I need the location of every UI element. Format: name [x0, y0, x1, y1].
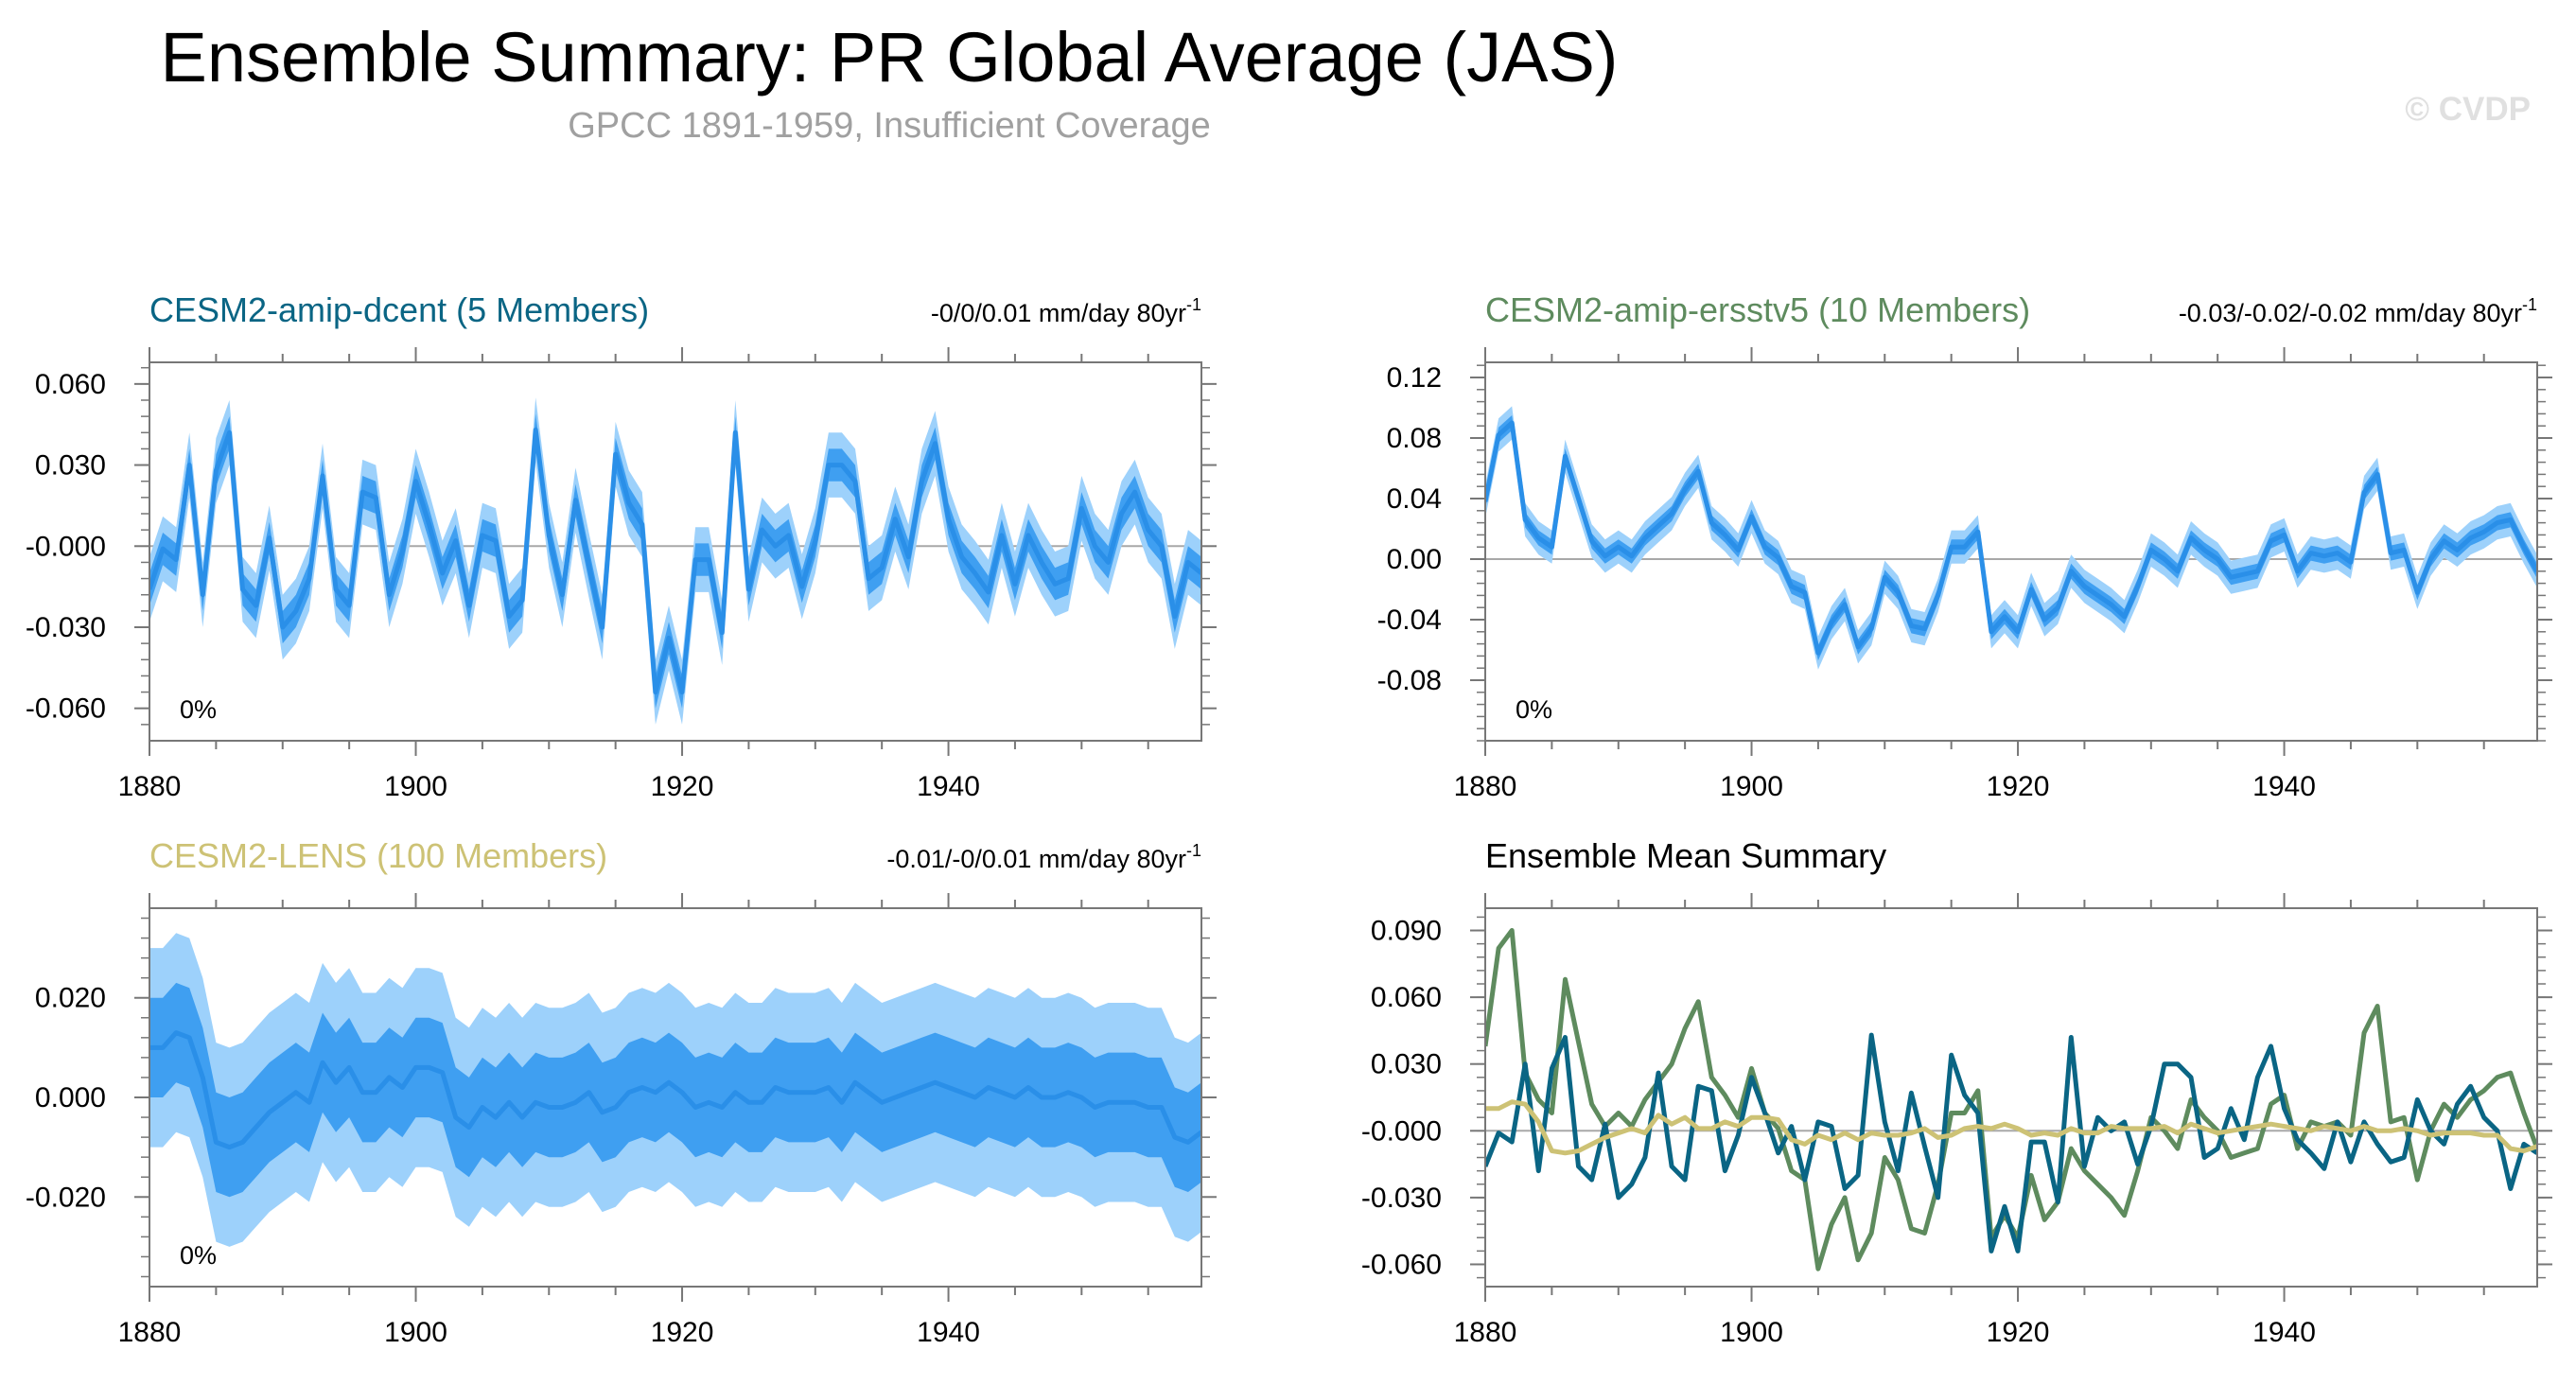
panel-summary: Ensemble Mean Summary 1880 1900 1920 1940 0.0…: [1361, 836, 2552, 1348]
y-tick-label: -0.000: [26, 531, 106, 562]
plot-area-lens: [149, 933, 1201, 1247]
x-tick-label: 1880: [118, 771, 182, 802]
trend-exponent: -1: [2522, 295, 2537, 314]
y-tick-label: -0.020: [26, 1182, 106, 1213]
y-tick-label: -0.000: [1361, 1115, 1442, 1147]
series-line-ersstv5: [1485, 928, 2537, 1271]
x-tick-label: 1940: [2252, 771, 2316, 802]
panel-title-dcent: CESM2-amip-dcent (5 Members): [149, 290, 649, 329]
spread-band-outer: [149, 397, 1201, 725]
percent-label: 0%: [1516, 695, 1552, 724]
plot-area-ersstv5: [1485, 406, 2537, 670]
x-tick-label: 1900: [1720, 1317, 1783, 1348]
percent-label: 0%: [180, 1241, 217, 1270]
x-tick-label: 1920: [651, 1317, 714, 1348]
x-tick-label: 1940: [917, 771, 980, 802]
x-tick-label: 1940: [917, 1317, 980, 1348]
panel-ersstv5: CESM2-amip-ersstv5 (10 Members) -0.03/-0.…: [1377, 290, 2552, 802]
panel-trend-lens: -0.01/-0/0.01 mm/day 80yr-1: [886, 841, 1201, 873]
x-tick-label: 1900: [1720, 771, 1783, 802]
series-line-lens: [1485, 1099, 2537, 1156]
y-tick-label: 0.020: [35, 983, 106, 1014]
y-tick-label: 0.060: [35, 369, 106, 400]
plot-frame: [149, 361, 1202, 742]
y-tick-label: -0.030: [1361, 1183, 1442, 1214]
x-tick-label: 1880: [1454, 771, 1517, 802]
percent-label: 0%: [180, 695, 217, 724]
y-tick-label: -0.04: [1377, 605, 1442, 636]
page-title: Ensemble Summary: PR Global Average (JAS…: [160, 18, 1619, 96]
y-tick-label: 0.04: [1387, 483, 1442, 515]
x-tick-label: 1900: [384, 1317, 447, 1348]
panel-trend-ersstv5: -0.03/-0.02/-0.02 mm/day 80yr-1: [2179, 295, 2537, 327]
watermark: © CVDP: [2405, 91, 2531, 128]
trend-exponent: -1: [1186, 295, 1201, 314]
y-tick-label: -0.030: [26, 612, 106, 643]
x-tick-label: 1900: [384, 771, 447, 802]
y-tick-label: 0.08: [1387, 423, 1442, 454]
y-tick-label: 0.000: [35, 1082, 106, 1113]
x-tick-label: 1920: [1987, 1317, 2050, 1348]
x-tick-label: 1920: [1987, 771, 2050, 802]
ensemble-mean-line: [1485, 420, 2537, 656]
ensemble-mean-line: [149, 427, 1201, 695]
x-tick-label: 1940: [2252, 1317, 2316, 1348]
plot-area-dcent: [149, 397, 1201, 725]
plot-frame: [1484, 907, 2538, 1288]
y-tick-label: 0.12: [1387, 362, 1442, 394]
panel-title-summary: Ensemble Mean Summary: [1485, 836, 1886, 875]
panel-dcent: CESM2-amip-dcent (5 Members) -0/0/0.01 mm…: [26, 290, 1217, 802]
panel-title-ersstv5: CESM2-amip-ersstv5 (10 Members): [1485, 290, 2030, 329]
plot-area-summary: [1485, 928, 2537, 1271]
y-tick-label: -0.060: [26, 693, 106, 725]
trend-exponent: -1: [1186, 841, 1201, 860]
panel-title-lens: CESM2-LENS (100 Members): [149, 836, 607, 875]
ensemble-mean-line: [149, 1030, 1201, 1150]
x-tick-label: 1880: [118, 1317, 182, 1348]
y-tick-label: 0.090: [1371, 916, 1442, 947]
panel-trend-dcent: -0/0/0.01 mm/day 80yr-1: [931, 295, 1201, 327]
x-tick-label: 1920: [651, 771, 714, 802]
y-tick-label: 0.030: [1371, 1049, 1442, 1080]
page-subtitle: GPCC 1891-1959, Insufficient Coverage: [568, 106, 1211, 146]
x-tick-label: 1880: [1454, 1317, 1517, 1348]
y-tick-label: -0.08: [1377, 665, 1442, 696]
y-tick-label: 0.00: [1387, 544, 1442, 575]
y-tick-label: -0.060: [1361, 1249, 1442, 1280]
y-tick-label: 0.030: [35, 450, 106, 482]
y-tick-label: 0.060: [1371, 982, 1442, 1013]
series-line-dcent: [1485, 1032, 2537, 1254]
panel-lens: CESM2-LENS (100 Members) -0.01/-0/0.01 mm…: [26, 836, 1217, 1348]
plot-frame: [1484, 361, 2538, 742]
